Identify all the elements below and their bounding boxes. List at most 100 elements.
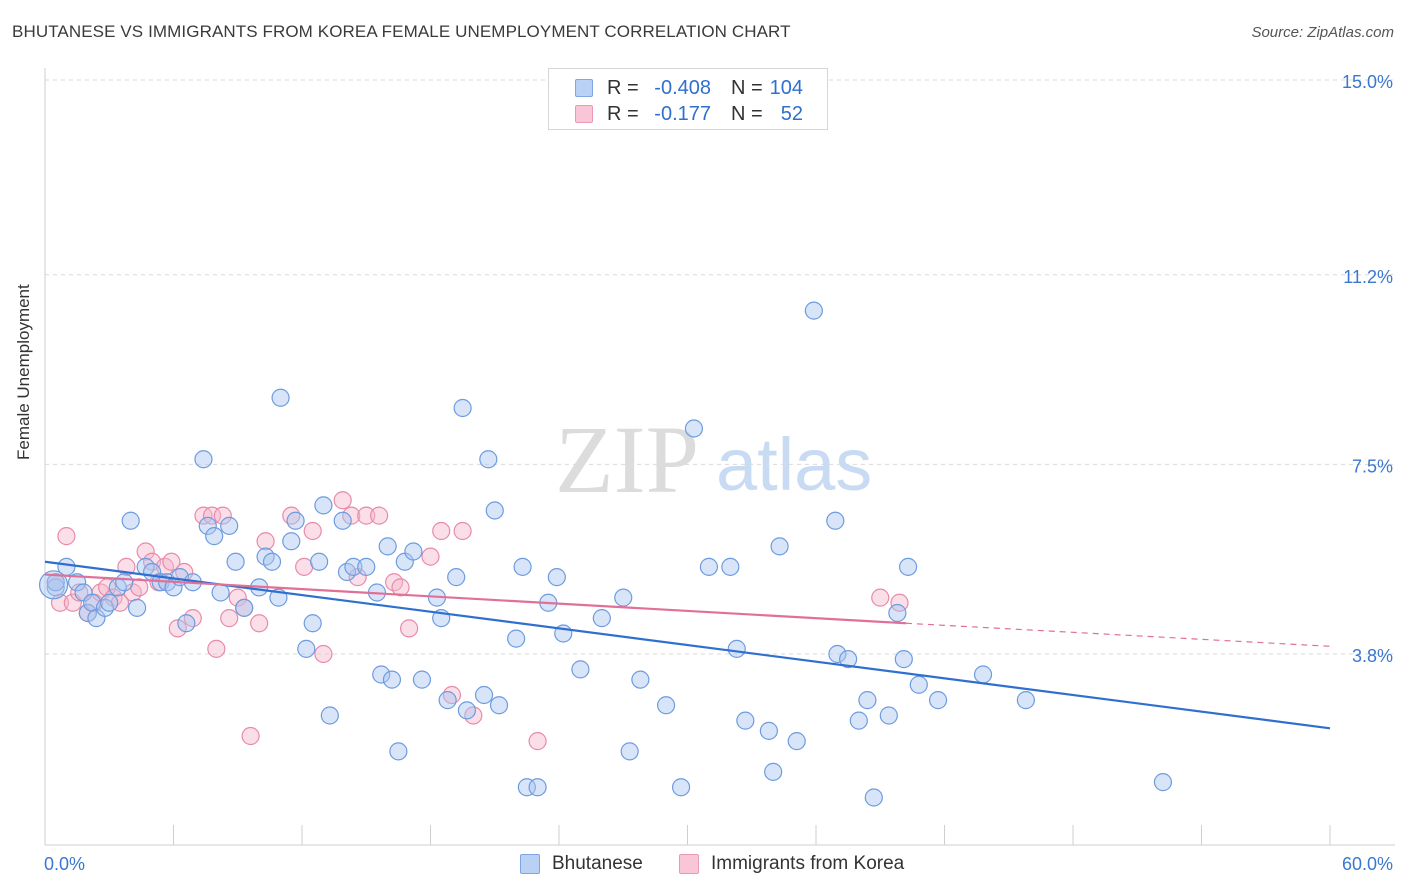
korea-point: [357, 506, 376, 525]
bhutanese-point: [121, 511, 140, 530]
bhutanese-point: [839, 650, 858, 669]
r-label: R =: [607, 103, 639, 125]
chart-title: BHUTANESE VS IMMIGRANTS FROM KOREA FEMAL…: [12, 22, 791, 41]
r-label: R =: [607, 77, 639, 99]
x-tick-label: 0.0%: [44, 854, 85, 874]
bhutanese-point: [770, 537, 789, 556]
korea-point: [162, 552, 181, 571]
korea-point: [871, 588, 890, 607]
axes: [44, 68, 1395, 846]
bhutanese-point: [389, 742, 408, 761]
bhutanese-point: [320, 706, 339, 725]
bhutanese-point: [127, 598, 147, 617]
grid-lines: [45, 79, 1395, 655]
bhutanese-point: [282, 532, 301, 551]
korea-point: [241, 726, 260, 746]
bhutanese-point: [46, 578, 65, 597]
x-tick-labels: 0.0% 60.0%: [44, 854, 1393, 874]
bhutanese-point: [68, 573, 87, 592]
source-label: Source: ZipAtlas.com: [1251, 24, 1394, 41]
korea-point: [370, 506, 389, 525]
bhutanese-point: [828, 644, 847, 664]
legend-swatch-pink: [679, 854, 699, 874]
legend-row-bhutanese: R = -0.408 N = 104: [549, 75, 827, 101]
bhutanese-point: [631, 670, 650, 689]
bhutanese-point: [656, 696, 676, 715]
bhutanese-point: [457, 701, 477, 720]
legend-swatch-blue: [575, 79, 593, 97]
bhutanese-point: [764, 762, 783, 781]
bhutanese-point: [671, 778, 691, 797]
korea-point: [453, 521, 472, 541]
korea-point: [202, 506, 222, 525]
bhutanese-point: [547, 568, 566, 587]
bhutanese-point: [592, 609, 611, 628]
bhutanese-point: [858, 691, 877, 710]
bhutanese-point: [620, 742, 639, 761]
legend-row-korea: R = -0.177 N = 52: [549, 101, 827, 127]
y-tick-label: 15.0%: [1342, 72, 1393, 92]
bhutanese-point: [404, 542, 423, 561]
bhutanese-point: [474, 685, 494, 705]
y-tick-label: 3.8%: [1352, 646, 1393, 666]
n-value: 52: [780, 103, 803, 125]
trend-lines: [44, 560, 1331, 730]
legend-swatch-blue: [520, 854, 540, 874]
x-tick-label: 60.0%: [1342, 854, 1393, 874]
bhutanese-point: [1016, 691, 1035, 710]
bhutanese-point: [894, 650, 913, 669]
bhutanese-point: [898, 557, 918, 576]
bhutanese-point: [849, 711, 868, 730]
bhutanese-point: [271, 388, 290, 407]
legend-label: Immigrants from Korea: [711, 853, 905, 874]
bhutanese-point: [928, 691, 948, 710]
bhutanese-point: [571, 660, 590, 679]
r-value: -0.408: [654, 77, 711, 99]
bhutanese-point: [759, 721, 778, 740]
n-label: N =: [731, 103, 763, 125]
bhutanese-point: [513, 557, 532, 576]
bhutanese-point: [485, 501, 504, 520]
legend-label: Bhutanese: [552, 853, 643, 874]
korea-point: [136, 542, 155, 561]
korea-point: [432, 521, 451, 541]
bhutanese-point: [100, 593, 119, 612]
bhutanese-point: [412, 670, 432, 689]
bhutanese-point: [344, 557, 363, 576]
n-value: 104: [769, 77, 803, 99]
y-tick-label: 11.2%: [1343, 267, 1393, 287]
watermark: ZIP atlas: [555, 406, 872, 513]
bhutanese-point: [888, 603, 907, 623]
bhutanese-point: [1153, 773, 1173, 792]
legend-swatch-pink: [575, 105, 593, 123]
n-label: N =: [731, 77, 763, 99]
korea-point: [220, 609, 239, 628]
bhutanese-point: [235, 598, 254, 617]
legend-series: Bhutanese Immigrants from Korea: [0, 852, 1406, 878]
bhutanese-point: [879, 706, 898, 725]
korea-point: [228, 588, 247, 607]
bhutanese-point: [220, 516, 239, 535]
bhutanese-point: [864, 788, 883, 807]
korea-point: [207, 639, 226, 658]
bhutanese-point: [211, 583, 230, 602]
bhutanese-point: [826, 511, 845, 530]
bhutanese-point: [447, 568, 466, 587]
bhutanese-point: [787, 732, 806, 751]
korea-point: [303, 521, 322, 541]
bhutanese-point: [973, 665, 993, 684]
bhutanese-point: [303, 614, 322, 633]
legend-stats: R = -0.408 N = 104 R = -0.177 N = 52: [548, 68, 828, 130]
bhutanese-points: [38, 301, 1173, 807]
korea-point: [57, 527, 76, 546]
bhutanese-point: [453, 398, 472, 418]
bhutanese-point: [314, 496, 333, 515]
bhutanese-point: [194, 450, 213, 469]
bhutanese-point: [507, 629, 526, 648]
bhutanese-point: [479, 450, 498, 469]
bhutanese-point: [310, 552, 329, 571]
korea-point: [314, 644, 333, 664]
korea-point: [399, 619, 419, 638]
korea-trend-line: [44, 573, 907, 625]
korea-point: [168, 619, 187, 638]
